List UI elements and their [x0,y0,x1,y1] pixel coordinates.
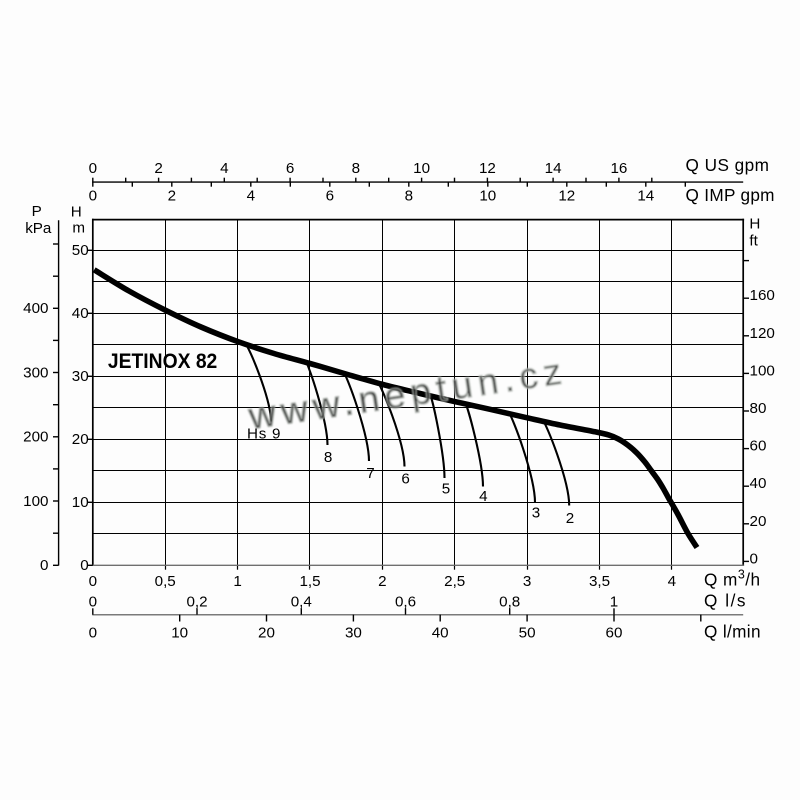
svg-text:10: 10 [72,494,89,511]
svg-text:0: 0 [89,160,97,177]
svg-text:Q IMP gpm: Q IMP gpm [686,185,775,205]
svg-text:120: 120 [750,325,775,342]
svg-text:0: 0 [750,550,758,567]
svg-text:400: 400 [23,300,48,317]
svg-text:Q l/s: Q l/s [704,590,746,610]
svg-text:H: H [71,204,82,221]
svg-text:6: 6 [326,188,334,205]
svg-text:50: 50 [519,625,536,642]
svg-text:200: 200 [23,429,48,446]
svg-text:Q l/min: Q l/min [704,622,761,642]
svg-text:12: 12 [558,188,575,205]
svg-text:2: 2 [378,573,386,590]
svg-text:3: 3 [532,505,540,522]
svg-text:1,5: 1,5 [299,573,320,590]
svg-text:50: 50 [72,242,89,259]
svg-text:0,6: 0,6 [395,593,416,610]
svg-text:0: 0 [80,557,88,574]
svg-text:0,5: 0,5 [155,573,176,590]
svg-text:20: 20 [258,625,275,642]
svg-text:3,5: 3,5 [589,573,610,590]
svg-text:Q US gpm: Q US gpm [686,155,770,175]
svg-text:10: 10 [479,188,496,205]
svg-text:2,5: 2,5 [444,573,465,590]
svg-text:0,2: 0,2 [186,593,207,610]
svg-text:7: 7 [366,465,374,482]
svg-text:2: 2 [168,188,176,205]
svg-text:Hs 9: Hs 9 [247,425,281,442]
svg-text:0: 0 [89,573,97,590]
svg-text:60: 60 [750,438,767,455]
svg-text:1: 1 [610,593,618,610]
svg-text:0: 0 [89,188,97,205]
svg-text:0: 0 [89,625,97,642]
svg-text:8: 8 [405,188,413,205]
svg-text:4: 4 [479,488,487,505]
svg-text:80: 80 [750,400,767,417]
svg-text:8: 8 [352,160,360,177]
svg-text:ft: ft [749,232,758,249]
svg-text:300: 300 [23,364,48,381]
svg-text:4: 4 [668,573,676,590]
svg-text:5: 5 [442,481,450,498]
svg-text:JETINOX 82: JETINOX 82 [108,349,217,373]
svg-text:20: 20 [750,513,767,530]
svg-text:20: 20 [72,431,89,448]
svg-text:14: 14 [637,188,654,205]
svg-text:60: 60 [606,625,623,642]
svg-text:2: 2 [154,160,162,177]
svg-text:2: 2 [566,510,574,527]
svg-text:30: 30 [72,368,89,385]
svg-text:12: 12 [479,160,496,177]
svg-text:3: 3 [523,573,531,590]
svg-text:0: 0 [89,593,97,610]
svg-text:4: 4 [220,160,228,177]
svg-text:100: 100 [750,362,775,379]
svg-text:14: 14 [545,160,562,177]
svg-text:kPa: kPa [25,220,52,237]
svg-text:8: 8 [324,449,332,466]
svg-text:40: 40 [432,625,449,642]
svg-text:0: 0 [40,557,48,574]
svg-text:10: 10 [413,160,430,177]
svg-text:0,8: 0,8 [499,593,520,610]
svg-text:30: 30 [345,625,362,642]
svg-text:40: 40 [750,475,767,492]
svg-text:160: 160 [750,287,775,304]
svg-text:0,4: 0,4 [291,593,312,610]
svg-text:10: 10 [171,625,188,642]
svg-text:6: 6 [286,160,294,177]
svg-text:P: P [32,203,42,220]
svg-text:Q m3/h: Q m3/h [704,567,760,589]
svg-text:H: H [749,215,760,232]
svg-text:40: 40 [72,305,89,322]
svg-text:1: 1 [233,573,241,590]
svg-text:m: m [72,220,85,237]
svg-text:6: 6 [401,470,409,487]
svg-text:16: 16 [610,160,627,177]
svg-text:4: 4 [247,188,255,205]
svg-text:100: 100 [23,493,48,510]
